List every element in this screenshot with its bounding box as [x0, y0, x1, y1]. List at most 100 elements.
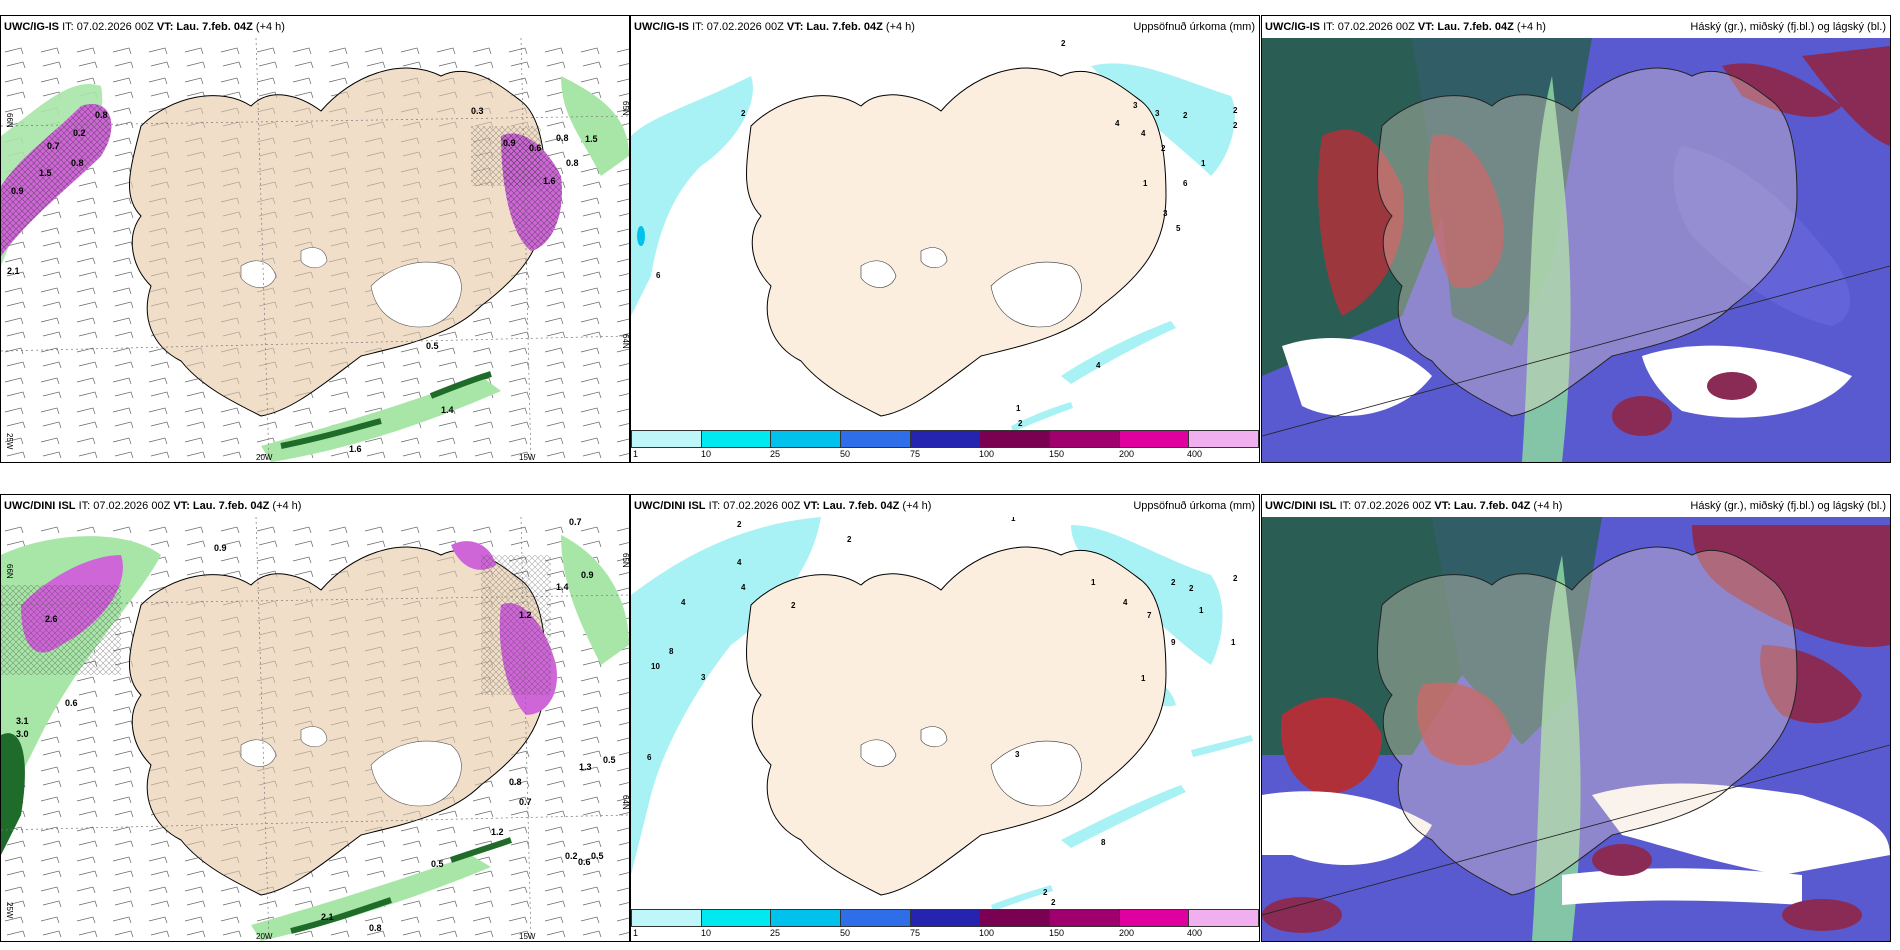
precip-value-label: 2 — [1161, 144, 1166, 153]
colorbar-tick: 25 — [770, 928, 781, 938]
colorbar-tick: 150 — [1049, 928, 1065, 938]
wind-value-label: 1.6 — [349, 444, 362, 454]
wind-value-label: 0.8 — [369, 923, 382, 933]
colorbar-swatch — [980, 909, 1051, 927]
colorbar-tick: 75 — [910, 928, 921, 938]
colorbar-ticks: 1 10 25 50 75 100 150 200 400 — [631, 927, 1259, 941]
colorbar-tick: 400 — [1187, 928, 1203, 938]
lead-time: (+4 h) — [885, 21, 915, 33]
panel-header: UWC/DINI ISL IT: 07.02.2026 00Z VT: Lau.… — [1262, 495, 1890, 517]
wind-value-label: 0.8 — [509, 777, 522, 787]
colorbar-swatch — [1050, 430, 1120, 448]
wind-value-label: 0.7 — [569, 517, 582, 527]
precip-value-label: 2 — [741, 109, 746, 118]
colorbar-swatch — [631, 909, 702, 927]
precip-value-label: 3 — [701, 673, 706, 682]
precip-value-label: 9 — [1171, 638, 1176, 647]
valid-time: Lau. 7.feb. 04Z — [1453, 500, 1531, 512]
panel-title: Uppsöfnuð úrkoma (mm) — [1133, 500, 1255, 512]
precip-value-label: 6 — [1183, 179, 1188, 188]
colorbar-swatch — [980, 430, 1051, 448]
wind-value-label: 0.8 — [566, 158, 579, 168]
precip-map-panel-row2: UWC/DINI ISL IT: 07.02.2026 00Z VT: Lau.… — [630, 494, 1260, 942]
valid-time: Lau. 7.feb. 04Z — [822, 500, 900, 512]
colorbar-swatch — [910, 909, 981, 927]
precip-value-label: 3 — [1015, 750, 1020, 759]
lat-label: 66N — [5, 564, 14, 579]
colorbar-swatch — [771, 430, 842, 448]
wind-value-label: 0.9 — [503, 138, 516, 148]
lat-label: 65N — [621, 101, 629, 116]
wind-value-label: 1.6 — [543, 176, 556, 186]
colorbar-swatch — [1189, 909, 1259, 927]
model-name: UWC/DINI ISL — [1265, 500, 1337, 512]
iceland-land — [746, 546, 1167, 896]
precip-value-label: 1 — [1231, 638, 1236, 647]
init-time: IT: 07.02.2026 00Z — [692, 21, 784, 33]
colorbar-tick: 50 — [840, 449, 851, 459]
lat-label: 65N — [621, 553, 629, 568]
wind-value-label: 0.6 — [529, 143, 542, 153]
model-name: UWC/IG-IS — [1265, 21, 1320, 33]
wind-map-panel-row2: UWC/DINI ISL IT: 07.02.2026 00Z VT: Lau.… — [0, 494, 630, 942]
colorbar-tick: 1 — [633, 928, 639, 938]
precip-value-label: 4 — [741, 583, 746, 592]
colorbar-tick: 200 — [1119, 928, 1135, 938]
cloud-map — [1262, 517, 1890, 941]
wind-value-label: 0.5 — [431, 859, 444, 869]
lead-time: (+4 h) — [1533, 500, 1563, 512]
precip-value-label: 8 — [1101, 838, 1106, 847]
wind-value-label: 2.6 — [45, 614, 58, 624]
precip-value-label: 2 — [1171, 578, 1176, 587]
lon-label: 20W — [256, 453, 273, 462]
lat-label: 64N — [621, 795, 629, 810]
panel-header: UWC/IG-IS IT: 07.02.2026 00Z VT: Lau. 7.… — [1262, 16, 1890, 38]
colorbar-ticks: 1 10 25 50 75 100 150 200 400 — [631, 448, 1259, 462]
colorbar-tick: 10 — [701, 928, 712, 938]
wind-map-panel-row1: UWC/IG-IS IT: 07.02.2026 00Z VT: Lau. 7.… — [0, 15, 630, 463]
wind-value-label: 1.4 — [441, 405, 454, 415]
precip-value-label: 4 — [1141, 129, 1146, 138]
glacier-vatnajokull — [370, 261, 462, 328]
precip-value-label: 2 — [1043, 888, 1048, 897]
init-time: IT: 07.02.2026 00Z — [708, 500, 801, 512]
colorbar-tick: 200 — [1119, 449, 1135, 459]
rain-band-east — [561, 76, 629, 176]
precip-value-label: 4 — [1115, 119, 1120, 128]
colorbar-swatch — [1189, 430, 1259, 448]
panel-header: UWC/IG-IS IT: 07.02.2026 00Z VT: Lau. 7.… — [631, 16, 1259, 38]
cloud-map-panel-row2: UWC/DINI ISL IT: 07.02.2026 00Z VT: Lau.… — [1261, 494, 1891, 942]
init-time: IT: 07.02.2026 00Z — [62, 21, 154, 33]
precip-value-label: 1 — [1199, 606, 1204, 615]
glacier-hofsjokull — [300, 247, 328, 269]
panel-header: UWC/DINI ISL IT: 07.02.2026 00Z VT: Lau.… — [631, 495, 1259, 517]
valid-time: Lau. 7.feb. 04Z — [1437, 21, 1514, 33]
valid-time: Lau. 7.feb. 04Z — [192, 500, 270, 512]
valid-time-label: VT: — [156, 21, 174, 33]
colorbar-tick: 150 — [1049, 449, 1065, 459]
colorbar-swatch — [841, 909, 911, 927]
rain-band-south — [261, 376, 501, 462]
precip-map: 2 2 4 4 2 4 8 10 3 6 1 1 4 7 9 1 3 2 2 1… — [631, 514, 1253, 911]
valid-time-label: VT: — [786, 21, 804, 33]
precip-value-label: 4 — [737, 558, 742, 567]
wind-value-label: 1.5 — [585, 134, 598, 144]
wind-value-label: 2.1 — [321, 912, 334, 922]
precip-value-label: 2 — [1183, 111, 1188, 120]
wind-value-label: 0.8 — [556, 133, 569, 143]
wind-precip-map: 0.9 0.7 0.9 2.6 1.2 3.1 3.0 0.6 1.2 1.4 … — [1, 495, 629, 941]
precip-value-label: 2 — [1061, 39, 1066, 48]
precip-value-label: 7 — [1147, 611, 1152, 620]
panel-title: Háský (gr.), miðský (fj.bl.) og lágský (… — [1690, 21, 1886, 33]
panel-title: Háský (gr.), miðský (fj.bl.) og lágský (… — [1690, 500, 1886, 512]
iceland-outline — [1377, 546, 1798, 896]
lon-label: 25W — [5, 433, 14, 450]
precip-value-label: 3 — [1163, 209, 1168, 218]
wind-value-label: 2.1 — [7, 266, 20, 276]
wind-value-label: 0.2 — [73, 128, 86, 138]
wind-value-label: 0.7 — [47, 141, 60, 151]
panel-title: Uppsöfnuð úrkoma (mm) — [1133, 21, 1255, 33]
precip-value-label: 2 — [737, 520, 742, 529]
colorbar-tick: 10 — [701, 449, 712, 459]
precip-value-label: 2 — [1233, 121, 1238, 130]
